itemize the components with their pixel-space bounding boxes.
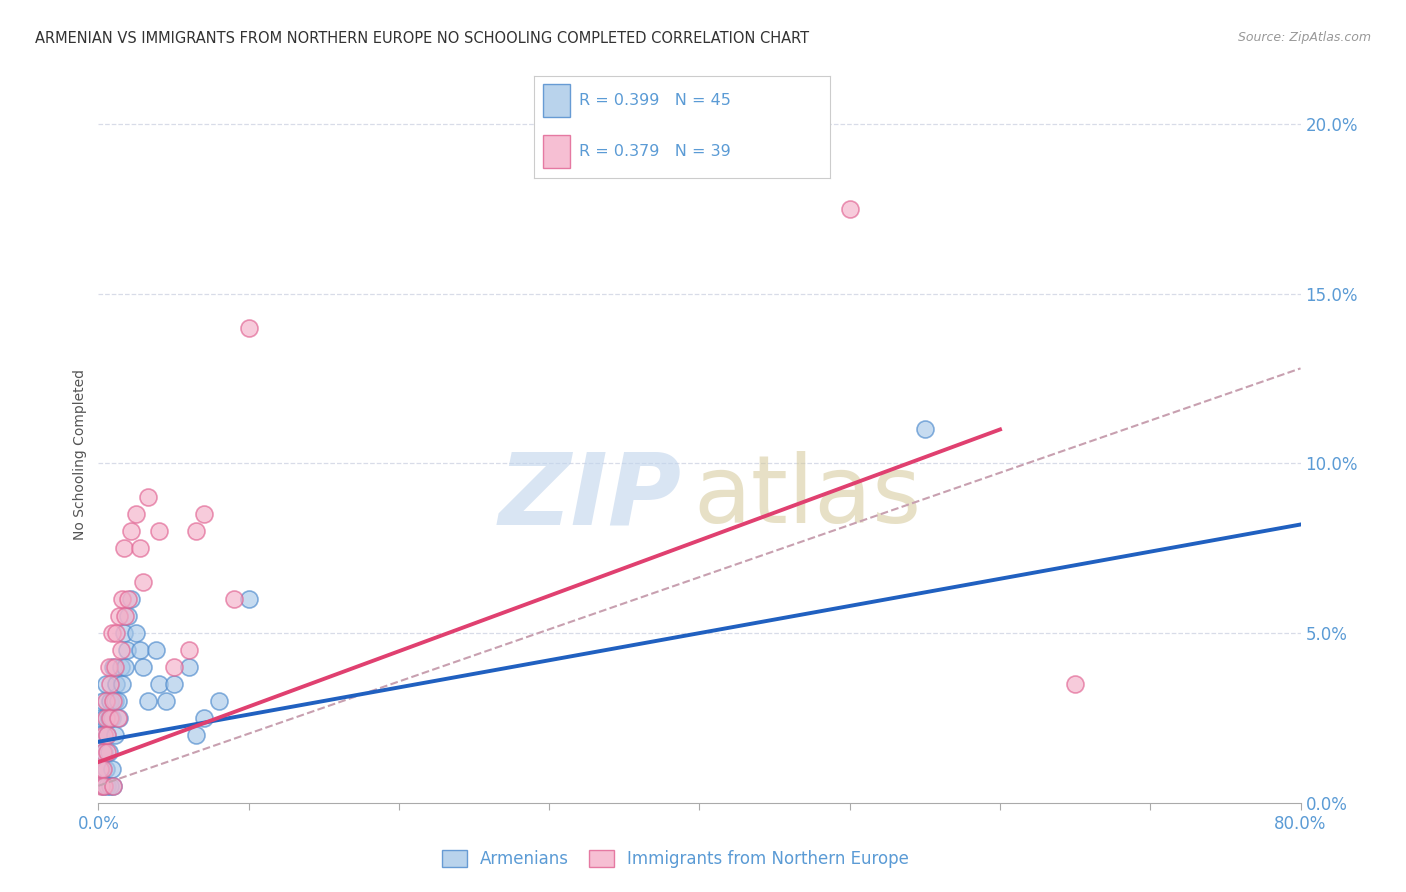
- Point: [155, 694, 177, 708]
- Point: [100, 711, 122, 725]
- Point: [91, 694, 114, 708]
- Point: [103, 779, 125, 793]
- Point: [100, 779, 122, 793]
- Point: [148, 524, 170, 539]
- Point: [90, 779, 112, 793]
- Text: ZIP: ZIP: [499, 448, 682, 545]
- Point: [104, 660, 127, 674]
- Point: [114, 609, 136, 624]
- Point: [110, 643, 132, 657]
- Point: [89, 711, 111, 725]
- Point: [94, 694, 117, 708]
- Point: [177, 643, 200, 657]
- Point: [177, 660, 200, 674]
- Point: [129, 643, 152, 657]
- Point: [111, 592, 134, 607]
- Point: [121, 524, 143, 539]
- Point: [107, 694, 129, 708]
- Point: [94, 677, 117, 691]
- Point: [162, 677, 184, 691]
- Legend: Armenians, Immigrants from Northern Europe: Armenians, Immigrants from Northern Euro…: [434, 843, 915, 874]
- Point: [193, 508, 215, 522]
- Point: [132, 660, 155, 674]
- Point: [91, 779, 114, 793]
- Point: [96, 745, 118, 759]
- FancyBboxPatch shape: [543, 84, 569, 117]
- Point: [110, 660, 132, 674]
- Point: [111, 677, 134, 691]
- Point: [97, 711, 120, 725]
- Point: [103, 694, 125, 708]
- Point: [117, 592, 139, 607]
- Point: [96, 728, 118, 742]
- Point: [112, 541, 135, 556]
- Point: [145, 643, 167, 657]
- Point: [1064, 677, 1087, 691]
- Point: [136, 491, 159, 505]
- Point: [132, 575, 155, 590]
- Point: [238, 320, 260, 334]
- Point: [97, 660, 120, 674]
- Point: [93, 711, 115, 725]
- Point: [101, 762, 124, 776]
- Point: [93, 745, 115, 759]
- Point: [90, 728, 112, 742]
- Point: [93, 779, 115, 793]
- Text: R = 0.379   N = 39: R = 0.379 N = 39: [579, 145, 730, 160]
- Point: [222, 592, 245, 607]
- Point: [193, 711, 215, 725]
- Point: [91, 745, 114, 759]
- Point: [96, 728, 118, 742]
- Point: [162, 660, 184, 674]
- Point: [148, 677, 170, 691]
- Point: [101, 711, 124, 725]
- Point: [91, 762, 114, 776]
- Point: [184, 524, 207, 539]
- Point: [108, 609, 131, 624]
- Point: [129, 541, 152, 556]
- Point: [125, 626, 148, 640]
- Point: [103, 660, 125, 674]
- Point: [94, 762, 117, 776]
- FancyBboxPatch shape: [543, 136, 569, 168]
- Point: [104, 694, 127, 708]
- Point: [108, 711, 131, 725]
- Point: [112, 626, 135, 640]
- Point: [103, 779, 125, 793]
- Point: [105, 677, 128, 691]
- Text: R = 0.399   N = 45: R = 0.399 N = 45: [579, 93, 731, 108]
- Point: [114, 660, 136, 674]
- Point: [914, 422, 936, 436]
- Point: [208, 694, 231, 708]
- Point: [121, 592, 143, 607]
- Point: [125, 508, 148, 522]
- Point: [136, 694, 159, 708]
- Point: [115, 643, 138, 657]
- Point: [100, 694, 122, 708]
- Point: [104, 728, 127, 742]
- Point: [838, 202, 860, 216]
- Text: ARMENIAN VS IMMIGRANTS FROM NORTHERN EUROPE NO SCHOOLING COMPLETED CORRELATION C: ARMENIAN VS IMMIGRANTS FROM NORTHERN EUR…: [35, 31, 810, 46]
- Point: [238, 592, 260, 607]
- Point: [105, 626, 128, 640]
- Text: atlas: atlas: [693, 450, 922, 542]
- Point: [117, 609, 139, 624]
- Point: [101, 626, 124, 640]
- Point: [97, 745, 120, 759]
- Y-axis label: No Schooling Completed: No Schooling Completed: [73, 369, 87, 541]
- Point: [89, 762, 111, 776]
- Point: [184, 728, 207, 742]
- Point: [107, 711, 129, 725]
- Point: [93, 728, 115, 742]
- Text: Source: ZipAtlas.com: Source: ZipAtlas.com: [1237, 31, 1371, 45]
- Point: [90, 762, 112, 776]
- Point: [94, 711, 117, 725]
- Point: [100, 677, 122, 691]
- Point: [96, 779, 118, 793]
